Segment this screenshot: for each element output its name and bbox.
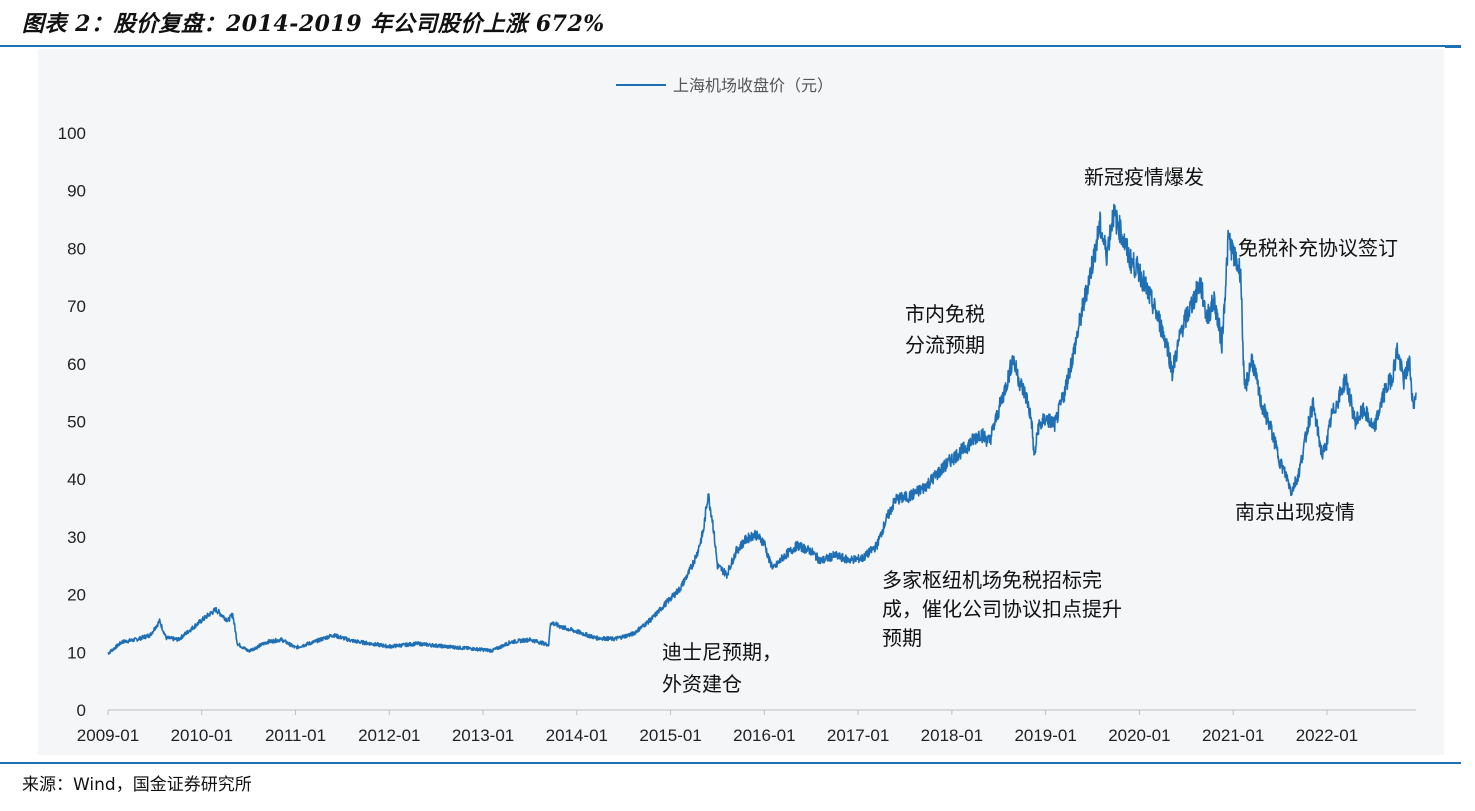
x-tick-label: 2018-01 bbox=[921, 726, 983, 745]
source-note: 来源：Wind，国金证券研究所 bbox=[22, 775, 252, 795]
x-tick-label: 2020-01 bbox=[1108, 726, 1170, 745]
bottom-rule bbox=[0, 762, 1461, 764]
y-tick-label: 70 bbox=[67, 297, 86, 316]
y-tick-label: 20 bbox=[67, 586, 86, 605]
annotation-hub-tender-line-2: 成，催化公司协议扣点提升 bbox=[882, 597, 1122, 621]
annotation-disney: 迪士尼预期， 外资建仓 bbox=[662, 640, 788, 696]
y-axis: 0 10 20 30 40 50 60 70 80 90 100 bbox=[58, 124, 86, 720]
annotation-disney-line-1: 迪士尼预期， bbox=[662, 640, 782, 664]
y-tick-label: 30 bbox=[67, 528, 86, 547]
annotation-disney-line-2: 外资建仓 bbox=[662, 672, 742, 696]
annotation-hub-tender: 多家枢纽机场免税招标完 成，催化公司协议扣点提升 预期 bbox=[882, 568, 1128, 650]
annotation-covid: 新冠疫情爆发 bbox=[1084, 165, 1204, 189]
annotation-hub-tender-line-1: 多家枢纽机场免税招标完 bbox=[882, 568, 1102, 592]
y-tick-label: 100 bbox=[58, 124, 86, 143]
top-rule bbox=[0, 45, 1461, 47]
annotation-city-dutyfree: 市内免税 分流预期 bbox=[905, 302, 991, 357]
annotation-city-dutyfree-line-2: 分流预期 bbox=[905, 333, 985, 357]
x-tick-label: 2017-01 bbox=[827, 726, 889, 745]
x-tick-label: 2019-01 bbox=[1014, 726, 1076, 745]
annotations: 迪士尼预期， 外资建仓 多家枢纽机场免税招标完 成，催化公司协议扣点提升 预期 … bbox=[662, 165, 1398, 696]
legend: 上海机场收盘价（元） bbox=[616, 76, 833, 95]
y-tick-label: 60 bbox=[67, 355, 86, 374]
x-tick-label: 2022-01 bbox=[1296, 726, 1358, 745]
top-rule-tick bbox=[1445, 45, 1461, 48]
x-tick-label: 2016-01 bbox=[733, 726, 795, 745]
x-tick-label: 2009-01 bbox=[77, 726, 139, 745]
y-tick-label: 0 bbox=[77, 701, 86, 720]
x-axis: 2009-01 2010-01 2011-01 2012-01 2013-01 2014-… bbox=[77, 710, 1358, 745]
x-tick-label: 2013-01 bbox=[452, 726, 514, 745]
y-tick-label: 80 bbox=[67, 239, 86, 258]
price-series-line bbox=[107, 203, 1417, 655]
x-tick-label: 2011-01 bbox=[265, 726, 326, 745]
figure-title: 图表 2：股价复盘：2014-2019 年公司股价上涨 672% bbox=[22, 11, 605, 37]
x-tick-label: 2021-01 bbox=[1202, 726, 1264, 745]
x-tick-label: 2010-01 bbox=[171, 726, 233, 745]
chart-panel bbox=[38, 49, 1444, 755]
x-tick-label: 2015-01 bbox=[639, 726, 701, 745]
annotation-supplement: 免税补充协议签订 bbox=[1238, 236, 1398, 260]
legend-label: 上海机场收盘价（元） bbox=[673, 76, 833, 95]
x-tick-label: 2012-01 bbox=[358, 726, 420, 745]
y-tick-label: 10 bbox=[67, 643, 86, 662]
annotation-nanjing: 南京出现疫情 bbox=[1235, 500, 1355, 524]
y-tick-label: 90 bbox=[67, 182, 86, 201]
x-tick-label: 2014-01 bbox=[546, 726, 608, 745]
y-tick-label: 40 bbox=[67, 470, 86, 489]
annotation-city-dutyfree-line-1: 市内免税 bbox=[905, 302, 985, 326]
y-tick-label: 50 bbox=[67, 413, 86, 432]
annotation-hub-tender-line-3: 预期 bbox=[882, 626, 922, 650]
